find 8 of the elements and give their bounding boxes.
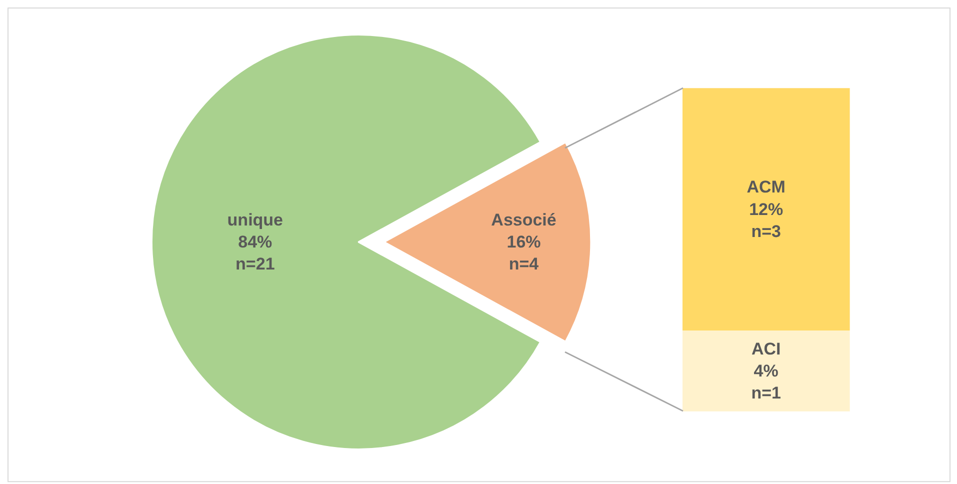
data-label: 4% n=1 xyxy=(751,361,781,403)
series-label: ACM xyxy=(746,178,786,197)
data-label: 84% n=21 xyxy=(236,232,275,274)
series-label: ACI xyxy=(751,339,781,358)
data-label: 12% n=3 xyxy=(749,200,784,241)
data-label: 16% n=4 xyxy=(506,232,541,274)
slice-label: unique xyxy=(227,210,284,230)
slice-label: Associé xyxy=(491,210,556,230)
